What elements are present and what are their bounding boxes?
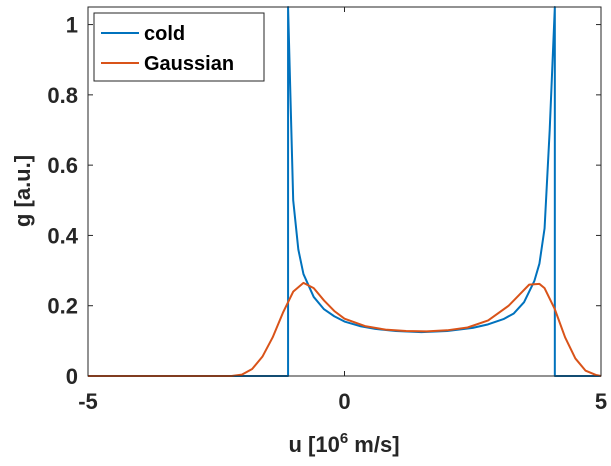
y-tick-label: 0.6 (47, 153, 78, 178)
y-tick-label: 0.2 (47, 294, 78, 319)
series-layer (88, 6, 602, 377)
series-line-gaussian (88, 281, 602, 377)
legend: cold Gaussian (93, 12, 265, 82)
x-axis-label: u [106 m/s] (288, 430, 399, 457)
x-axis-label-main: u [10 (288, 432, 339, 457)
legend-box (93, 12, 265, 82)
y-tick-label: 0.8 (47, 83, 78, 108)
x-tick-label: -5 (78, 389, 98, 414)
x-ticks: -5 0 5 (78, 7, 607, 414)
y-axis-label: g [a.u.] (10, 155, 35, 227)
x-axis-label-sup: 6 (340, 430, 348, 447)
y-tick-label: 0.4 (47, 223, 78, 248)
y-tick-label: 0 (66, 364, 78, 389)
legend-label-cold: cold (144, 23, 185, 45)
y-ticks: 0 0.2 0.4 0.6 0.8 1 (47, 13, 601, 389)
x-axis-label-rest: m/s] (348, 432, 399, 457)
y-tick-label: 1 (66, 13, 78, 38)
legend-label-gaussian: Gaussian (144, 53, 234, 75)
x-tick-label: 5 (595, 389, 607, 414)
x-tick-label: 0 (338, 389, 350, 414)
